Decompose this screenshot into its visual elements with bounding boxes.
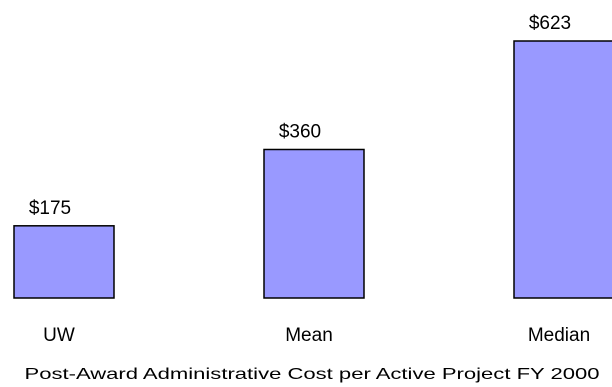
category-label-median: Median: [528, 325, 590, 346]
category-label-mean: Mean: [285, 325, 333, 346]
bars-group: [13, 40, 612, 299]
x-axis-label: Post-Award Administrative Cost per Activ…: [25, 366, 600, 383]
data-label-mean: $360: [279, 121, 321, 142]
data-label-uw: $175: [29, 198, 71, 219]
data-label-median: $623: [529, 13, 571, 34]
category-labels-group: UW Mean Median: [43, 325, 590, 346]
category-label-uw: UW: [43, 325, 75, 346]
data-labels-group: $175 $360 $623: [29, 13, 571, 219]
bar-mean: [263, 148, 365, 299]
bar-median: [513, 40, 612, 299]
bar-uw: [13, 225, 115, 299]
